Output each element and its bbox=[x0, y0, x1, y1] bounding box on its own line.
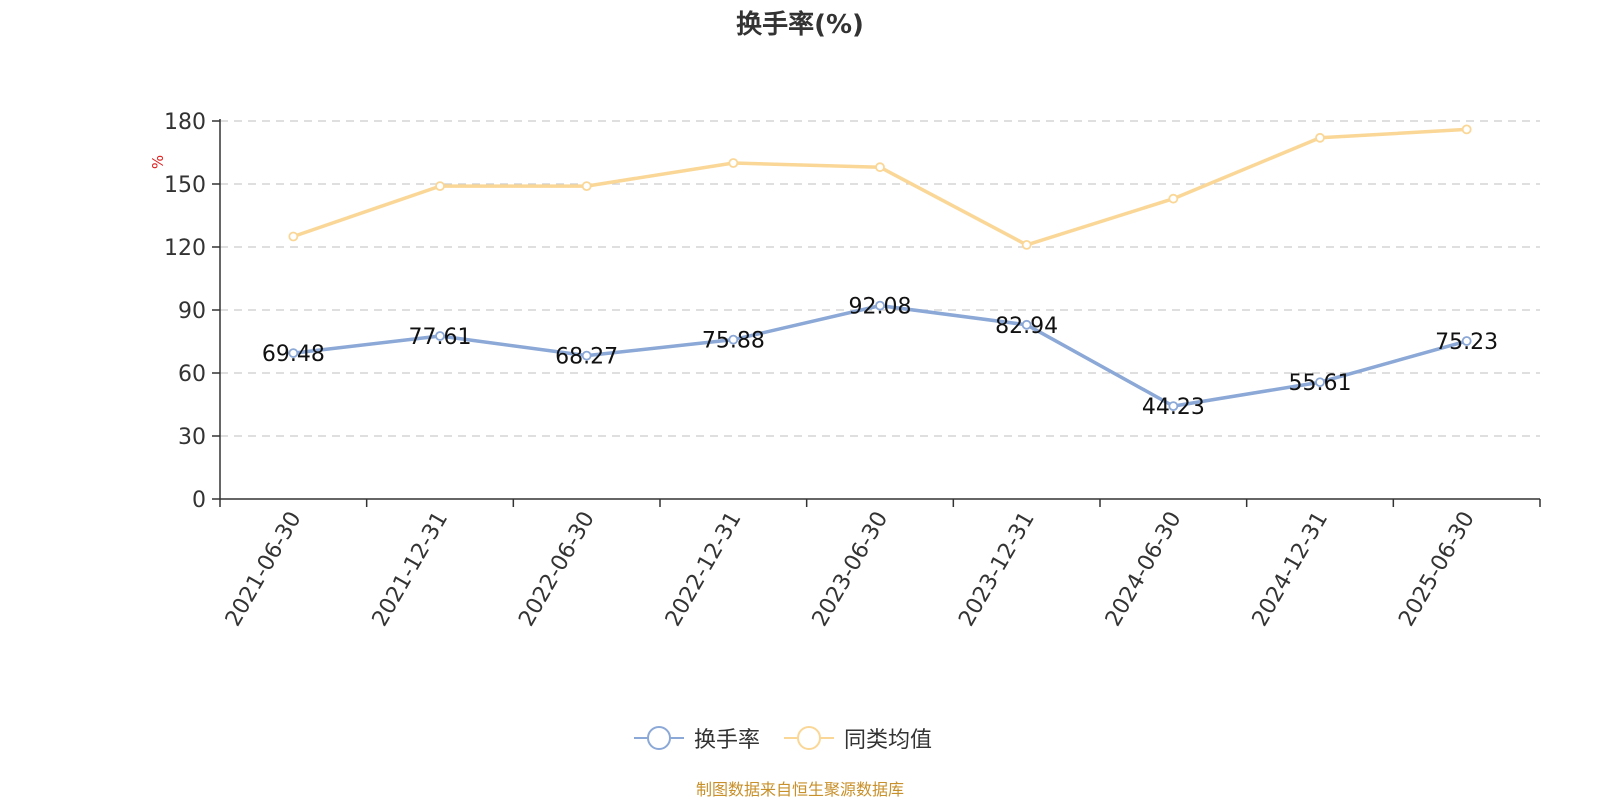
y-tick-label: 150 bbox=[164, 173, 206, 198]
data-point bbox=[435, 181, 445, 192]
series-line-1 bbox=[291, 127, 1469, 247]
data-point bbox=[435, 331, 445, 341]
data-point bbox=[875, 300, 885, 311]
legend-marker-icon bbox=[634, 726, 684, 750]
x-tick-label: 2022-12-31 bbox=[661, 508, 747, 631]
chart-title: 换手率(%) bbox=[736, 10, 864, 40]
x-tick-label: 2021-06-30 bbox=[221, 508, 307, 631]
legend-label: 同类均值 bbox=[844, 728, 933, 753]
data-point bbox=[1315, 377, 1325, 388]
y-tick-label: 30 bbox=[178, 425, 206, 450]
legend-item[interactable]: 换手率 bbox=[632, 718, 760, 758]
data-point bbox=[581, 350, 592, 361]
y-tick-label: 60 bbox=[178, 362, 206, 387]
legend-marker-icon bbox=[784, 726, 834, 750]
x-tick-label: 2024-12-31 bbox=[1248, 508, 1334, 631]
data-point bbox=[288, 231, 299, 242]
chart-source: 制图数据来自恒生聚源数据库 bbox=[695, 780, 904, 799]
data-label: 44.23 bbox=[1142, 395, 1205, 420]
data-point bbox=[875, 162, 885, 173]
y-tick-label: 120 bbox=[164, 236, 206, 261]
data-point bbox=[288, 348, 299, 358]
x-tick-label: 2021-12-31 bbox=[368, 508, 454, 631]
y-tick-label: 0 bbox=[192, 488, 206, 513]
data-point bbox=[1461, 336, 1472, 346]
y-tick-label: 180 bbox=[164, 110, 206, 135]
data-label: 77.61 bbox=[409, 325, 472, 350]
data-label: 68.27 bbox=[555, 345, 618, 370]
data-label: 75.88 bbox=[702, 329, 765, 354]
y-axis-label: % bbox=[149, 155, 167, 169]
data-label: 82.94 bbox=[995, 314, 1058, 339]
data-point bbox=[1021, 239, 1032, 250]
data-label: 69.48 bbox=[262, 342, 325, 367]
x-tick-label: 2025-06-30 bbox=[1394, 508, 1480, 631]
data-point bbox=[1315, 132, 1325, 143]
data-point bbox=[1461, 124, 1472, 135]
legend: 换手率 同类均值 bbox=[0, 718, 1600, 758]
data-point bbox=[728, 334, 739, 345]
x-tick-label: 2023-12-31 bbox=[954, 508, 1040, 631]
x-tick-label: 2023-06-30 bbox=[808, 508, 894, 631]
y-tick-label: 90 bbox=[178, 299, 206, 324]
data-point bbox=[1168, 401, 1179, 412]
data-label: 75.23 bbox=[1435, 330, 1498, 355]
x-tick-label: 2024-06-30 bbox=[1101, 508, 1187, 631]
data-label: 92.08 bbox=[849, 295, 912, 320]
legend-label: 换手率 bbox=[694, 728, 761, 753]
legend-item[interactable]: 同类均值 bbox=[782, 718, 932, 758]
x-tick-label: 2022-06-30 bbox=[514, 508, 600, 631]
data-point bbox=[728, 158, 739, 168]
data-point bbox=[581, 181, 592, 192]
data-label: 55.61 bbox=[1289, 371, 1352, 396]
data-point bbox=[1168, 193, 1179, 204]
data-point bbox=[1021, 319, 1032, 330]
